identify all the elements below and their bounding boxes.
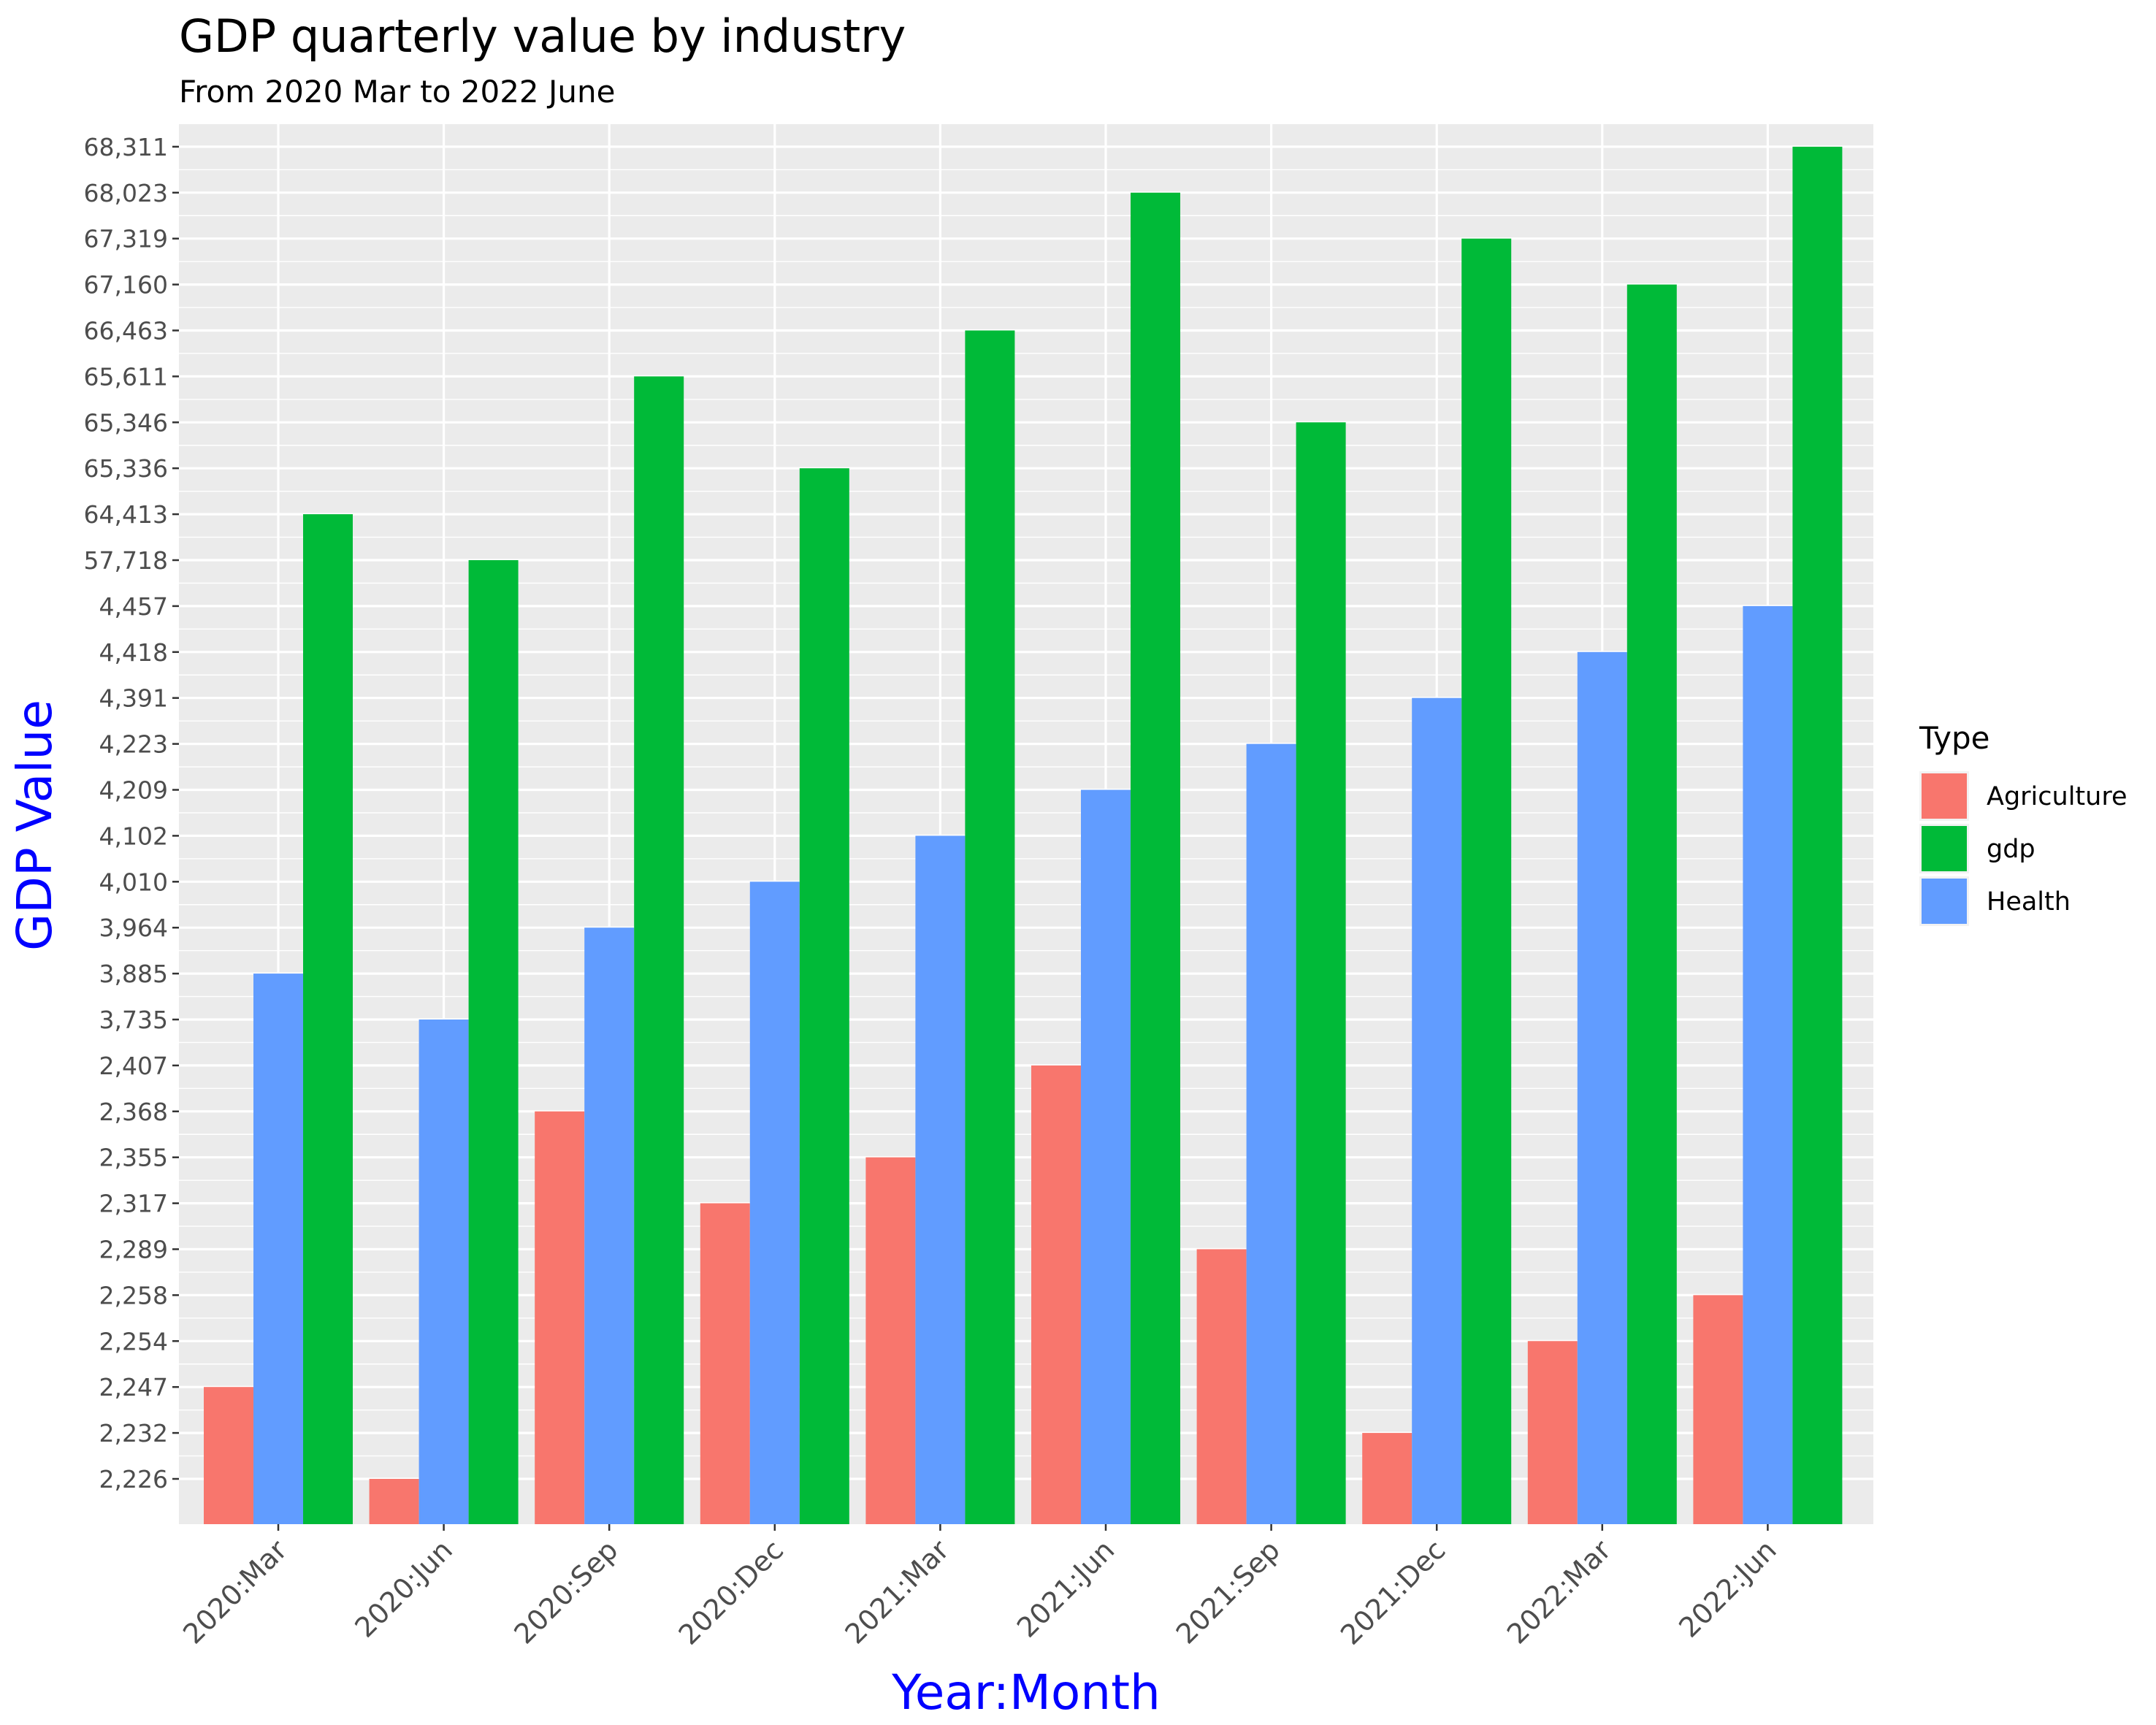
bar-health-2020-mar [253, 974, 303, 1524]
x-tick-label: 2020:Jun [348, 1534, 459, 1644]
bar-health-2021-sep [1246, 743, 1296, 1524]
y-tick-label: 65,336 [84, 454, 168, 483]
bar-health-2022-jun [1743, 605, 1793, 1524]
x-axis: 2020:Mar 2020:Jun 2020:Sep 2020:Dec 2021:Mar… [177, 1524, 1783, 1651]
y-axis-title: GDP Value [7, 700, 63, 951]
y-tick-label: 2,355 [99, 1144, 168, 1172]
x-tick-label: 2021:Sep [1170, 1534, 1286, 1650]
bar-gdp-2021-sep [1296, 422, 1346, 1524]
bar-health-2021-dec [1412, 697, 1462, 1525]
bar-gdp-2021-dec [1461, 238, 1512, 1525]
bar-gdp-2020-dec [799, 468, 849, 1525]
bar-agriculture-2022-mar [1527, 1341, 1578, 1524]
legend-label-health: Health [1987, 887, 2071, 917]
y-tick-label: 67,319 [84, 225, 168, 253]
bar-health-2020-dec [749, 881, 800, 1524]
y-tick-label: 2,232 [99, 1419, 168, 1447]
bar-gdp-2022-jun [1792, 146, 1843, 1524]
bar-gdp-2020-mar [303, 514, 353, 1524]
bars [204, 146, 1843, 1525]
x-tick-label: 2021:Jun [1011, 1534, 1121, 1644]
y-tick-label: 66,463 [84, 317, 168, 345]
bar-gdp-2020-sep [634, 376, 684, 1524]
x-axis-title: Year:Month [891, 1664, 1161, 1721]
x-tick-label: 2022:Jun [1673, 1534, 1783, 1644]
y-tick-label: 68,023 [84, 179, 168, 207]
bar-agriculture-2020-mar [204, 1387, 253, 1524]
y-tick-label: 4,391 [99, 684, 168, 713]
x-tick-label: 2020:Dec [673, 1534, 790, 1651]
bar-health-2022-mar [1577, 651, 1627, 1524]
x-tick-label: 2020:Sep [508, 1534, 624, 1650]
bar-gdp-2022-mar [1626, 284, 1677, 1525]
y-tick-label: 67,160 [84, 271, 168, 299]
y-tick-label: 64,413 [84, 500, 168, 529]
bar-agriculture-2021-jun [1031, 1065, 1081, 1524]
bar-gdp-2021-mar [965, 330, 1015, 1524]
y-tick-label: 4,418 [99, 638, 168, 667]
chart-subtitle: From 2020 Mar to 2022 June [179, 74, 615, 110]
legend-title: Type [1919, 720, 1989, 756]
x-tick-label: 2022:Mar [1501, 1534, 1618, 1651]
y-tick-label: 4,223 [99, 730, 168, 759]
y-tick-label: 65,611 [84, 362, 168, 391]
legend-swatch-health [1922, 879, 1967, 924]
y-tick-label: 2,317 [99, 1190, 168, 1218]
y-tick-label: 2,254 [99, 1327, 168, 1355]
y-tick-label: 3,964 [99, 914, 168, 942]
y-tick-label: 68,311 [84, 133, 168, 161]
bar-health-2021-mar [915, 835, 966, 1524]
y-tick-label: 2,258 [99, 1281, 168, 1309]
legend: Type Agriculture gdp Health [1919, 720, 2127, 926]
y-tick-label: 2,226 [99, 1465, 168, 1493]
bar-agriculture-2022-jun [1693, 1295, 1743, 1524]
bar-health-2020-jun [418, 1020, 469, 1524]
bar-gdp-2020-jun [468, 560, 519, 1524]
y-tick-label: 2,368 [99, 1098, 168, 1126]
y-tick-label: 3,735 [99, 1006, 168, 1034]
bar-agriculture-2020-sep [535, 1111, 585, 1524]
bar-agriculture-2021-mar [865, 1157, 916, 1524]
y-tick-label: 4,010 [99, 868, 168, 896]
y-tick-label: 4,102 [99, 822, 168, 850]
y-tick-label: 65,346 [84, 408, 168, 437]
bar-agriculture-2021-sep [1196, 1249, 1247, 1524]
x-tick-label: 2021:Dec [1334, 1534, 1452, 1651]
y-tick-label: 57,718 [84, 546, 168, 575]
bar-gdp-2021-jun [1131, 192, 1180, 1524]
y-tick-label: 2,289 [99, 1236, 168, 1264]
bar-agriculture-2021-dec [1362, 1433, 1413, 1524]
bar-agriculture-2020-dec [700, 1203, 750, 1524]
legend-swatch-agriculture [1922, 773, 1967, 819]
y-tick-label: 2,407 [99, 1052, 168, 1080]
legend-label-gdp: gdp [1987, 835, 2035, 864]
x-tick-label: 2020:Mar [177, 1534, 294, 1651]
y-tick-label: 4,457 [99, 592, 168, 621]
y-tick-label: 2,247 [99, 1373, 168, 1401]
bar-health-2020-sep [584, 927, 635, 1524]
y-axis: 2,226 2,232 2,247 2,254 2,258 2,289 2,317 2,355… [84, 133, 179, 1493]
legend-label-agriculture: Agriculture [1987, 782, 2127, 811]
x-tick-label: 2021:Mar [839, 1534, 956, 1651]
chart-title: GDP quarterly value by industry [179, 9, 906, 63]
y-tick-label: 3,885 [99, 960, 168, 988]
bar-health-2021-jun [1081, 789, 1131, 1524]
bar-agriculture-2020-jun [369, 1479, 419, 1524]
y-tick-label: 4,209 [99, 776, 168, 805]
legend-swatch-gdp [1922, 826, 1967, 871]
